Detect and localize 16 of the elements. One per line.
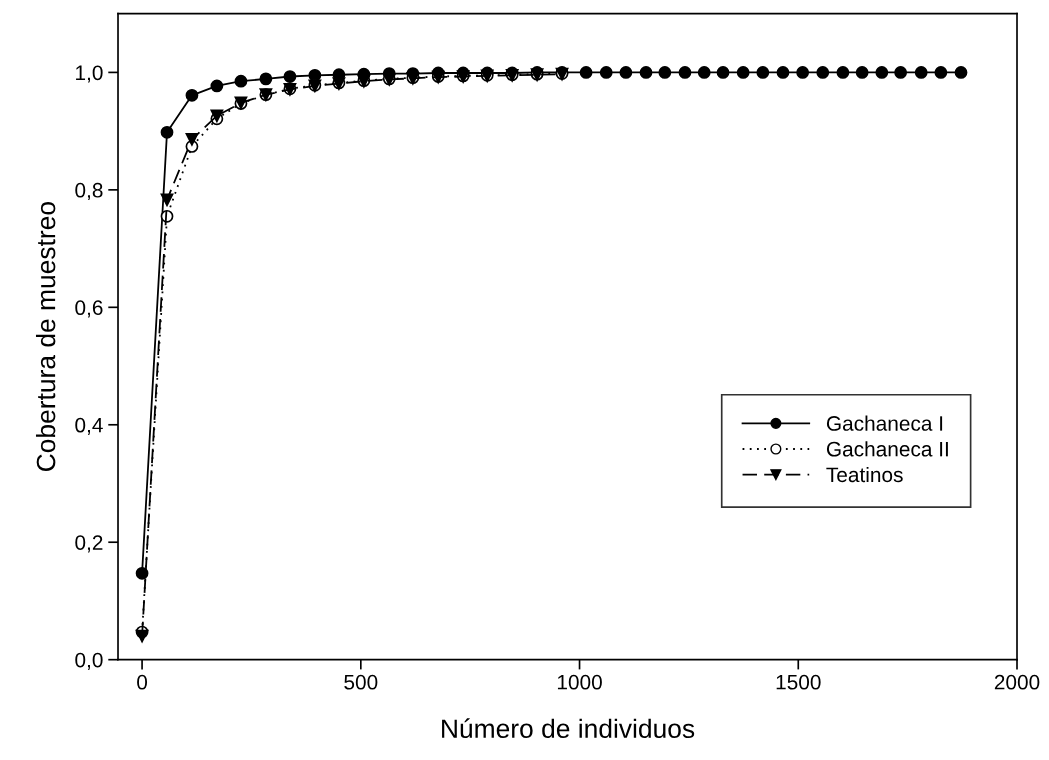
x-tick-label: 1500	[776, 674, 821, 690]
y-tick-label: 0,6	[75, 300, 103, 318]
y-tick-label: 0,8	[75, 182, 103, 201]
y-tick-label: 1,0	[76, 65, 103, 83]
x-tick-label: 2000	[994, 674, 1040, 690]
x-axis-title: Número de individuos	[442, 718, 695, 739]
legend-label: Gachaneca I	[826, 415, 943, 431]
y-tick-label: 0,4	[75, 417, 103, 435]
x-tick-label: 0	[137, 674, 148, 690]
x-tick-label: 1000	[557, 674, 602, 690]
legend-label: Teatinos	[826, 466, 903, 483]
y-axis-title: Cobertura de muestreo	[35, 202, 56, 472]
x-tick-label: 500	[344, 674, 378, 690]
legend-label: Gachaneca II	[826, 441, 948, 457]
y-tick-label: 0,2	[75, 535, 103, 553]
y-tick-label: 0,0	[75, 652, 103, 670]
